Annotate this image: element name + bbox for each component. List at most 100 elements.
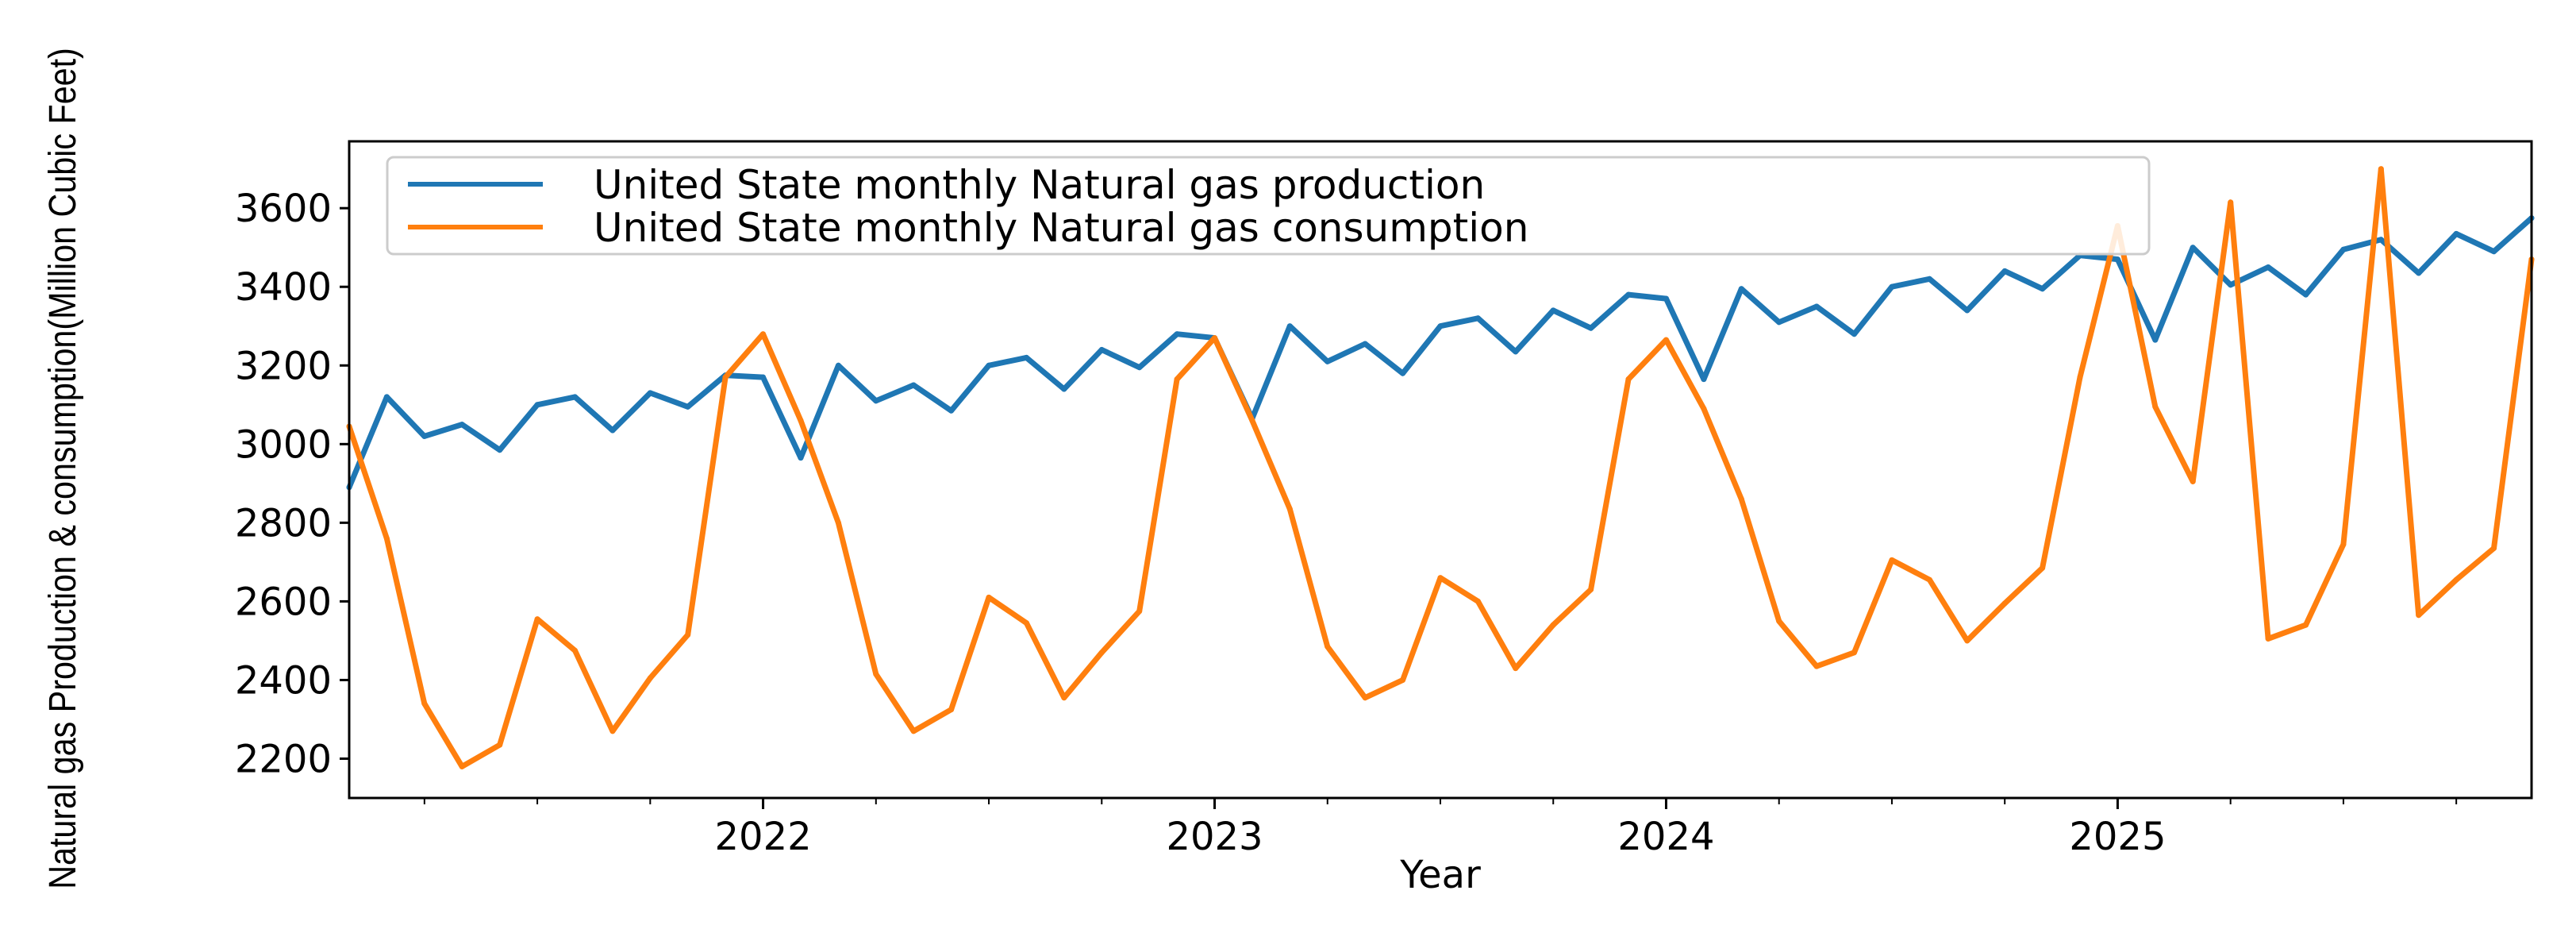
series-0-point-38 bbox=[1776, 319, 1782, 326]
series-0-point-53 bbox=[2340, 246, 2347, 252]
series-1-point-32 bbox=[1550, 622, 1556, 628]
series-1-point-20 bbox=[1098, 650, 1105, 656]
series-0-point-43 bbox=[1964, 307, 1970, 314]
series-0-point-40 bbox=[1851, 331, 1857, 337]
series-1-point-21 bbox=[1136, 608, 1143, 615]
series-0-point-16 bbox=[948, 407, 955, 414]
series-1-point-29 bbox=[1437, 575, 1444, 581]
series-1-point-35 bbox=[1663, 337, 1669, 343]
series-1-point-51 bbox=[2265, 635, 2271, 642]
series-0-point-4 bbox=[497, 447, 503, 453]
y-tick-label-3200: 3200 bbox=[235, 344, 332, 388]
series-1-point-15 bbox=[910, 728, 917, 734]
series-1-point-11 bbox=[760, 331, 766, 337]
series-0-point-14 bbox=[873, 398, 879, 404]
series-1-point-27 bbox=[1362, 695, 1368, 701]
series-0-point-49 bbox=[2190, 245, 2196, 251]
series-1-point-17 bbox=[986, 594, 992, 600]
series-0-point-31 bbox=[1513, 349, 1519, 355]
series-0-point-47 bbox=[2114, 256, 2120, 263]
series-1-point-40 bbox=[1851, 650, 1857, 656]
series-0-point-15 bbox=[910, 382, 917, 388]
series-1-point-55 bbox=[2416, 612, 2422, 619]
series-1-point-43 bbox=[1964, 638, 1970, 644]
series-1-point-6 bbox=[572, 647, 578, 653]
series-0-point-56 bbox=[2453, 230, 2459, 237]
series-0-point-21 bbox=[1136, 364, 1143, 371]
y-tick-label-2600: 2600 bbox=[235, 580, 332, 624]
y-tick-label-3600: 3600 bbox=[235, 187, 332, 231]
legend: United State monthly Natural gas product… bbox=[386, 156, 2151, 256]
series-1-point-9 bbox=[685, 632, 691, 638]
series-1-point-46 bbox=[2077, 374, 2083, 380]
y-tick-label-2800: 2800 bbox=[235, 501, 332, 545]
series-1-point-31 bbox=[1513, 665, 1519, 672]
legend-label-production: United State monthly Natural gas product… bbox=[594, 162, 1485, 208]
series-1-point-14 bbox=[873, 671, 879, 677]
x-tick-label-2025: 2025 bbox=[2069, 815, 2166, 859]
series-0-point-37 bbox=[1738, 286, 1744, 292]
series-0-point-54 bbox=[2378, 237, 2384, 243]
series-1-point-38 bbox=[1776, 618, 1782, 624]
series-1-point-25 bbox=[1286, 506, 1293, 512]
series-1-point-48 bbox=[2152, 403, 2159, 410]
series-1-point-3 bbox=[459, 763, 465, 769]
series-1-point-2 bbox=[421, 700, 428, 707]
series-1-point-19 bbox=[1061, 695, 1067, 701]
series-1-point-22 bbox=[1174, 376, 1180, 383]
series-1-point-13 bbox=[835, 519, 841, 526]
series-1-point-30 bbox=[1474, 598, 1481, 604]
series-0-point-34 bbox=[1625, 291, 1632, 298]
y-tick-label-3000: 3000 bbox=[235, 422, 332, 467]
legend-box bbox=[386, 156, 2151, 256]
series-1-point-10 bbox=[722, 374, 729, 380]
series-0-point-9 bbox=[685, 403, 691, 410]
x-axis-title: Year bbox=[1399, 853, 1481, 897]
series-0-point-45 bbox=[2040, 286, 2046, 292]
series-0-point-33 bbox=[1588, 325, 1594, 331]
series-1-point-57 bbox=[2491, 545, 2497, 551]
series-1-point-54 bbox=[2378, 166, 2384, 172]
series-0-point-6 bbox=[572, 394, 578, 400]
series-1-point-33 bbox=[1588, 587, 1594, 592]
series-0-point-8 bbox=[647, 390, 653, 396]
series-1-point-44 bbox=[2001, 600, 2008, 607]
series-0-point-26 bbox=[1325, 358, 1331, 364]
y-tick-label-2200: 2200 bbox=[235, 737, 332, 781]
series-1-point-5 bbox=[534, 616, 540, 623]
series-1-point-42 bbox=[1926, 576, 1932, 583]
series-1-point-50 bbox=[2228, 199, 2234, 206]
series-0-point-1 bbox=[383, 394, 390, 400]
series-0-point-13 bbox=[835, 362, 841, 368]
series-1-point-56 bbox=[2453, 576, 2459, 583]
series-0-point-2 bbox=[421, 433, 428, 439]
ticks-layer: 2200 2400 2600 2800 3000 3200 3400 3600 2022 2023… bbox=[235, 187, 2458, 859]
series-0-point-7 bbox=[609, 427, 616, 434]
series-0-point-39 bbox=[1813, 303, 1820, 310]
series-0-point-22 bbox=[1174, 331, 1180, 337]
series-0-point-32 bbox=[1550, 307, 1556, 314]
series-0-point-50 bbox=[2228, 282, 2234, 288]
series-0-point-3 bbox=[459, 422, 465, 428]
series-1-point-53 bbox=[2340, 542, 2347, 548]
series-1-point-39 bbox=[1813, 663, 1820, 669]
plot-frame bbox=[348, 140, 2533, 800]
series-0-point-51 bbox=[2265, 264, 2271, 270]
series-0-point-12 bbox=[798, 455, 804, 461]
series-1-point-23 bbox=[1212, 335, 1217, 341]
series-0-point-5 bbox=[534, 402, 540, 408]
series-layer bbox=[346, 166, 2535, 769]
series-1-point-12 bbox=[798, 418, 804, 424]
series-0-point-42 bbox=[1926, 276, 1932, 282]
series-0-point-57 bbox=[2491, 249, 2497, 255]
series-1-point-37 bbox=[1738, 496, 1744, 503]
series-0-point-44 bbox=[2001, 268, 2008, 274]
y-tick-label-2400: 2400 bbox=[235, 658, 332, 703]
series-0-point-52 bbox=[2303, 291, 2309, 298]
series-0-point-19 bbox=[1061, 386, 1067, 392]
series-0-point-17 bbox=[986, 362, 992, 368]
series-1-point-24 bbox=[1249, 418, 1255, 424]
series-0-point-41 bbox=[1889, 283, 1895, 290]
x-tick-label-2022: 2022 bbox=[714, 815, 811, 859]
